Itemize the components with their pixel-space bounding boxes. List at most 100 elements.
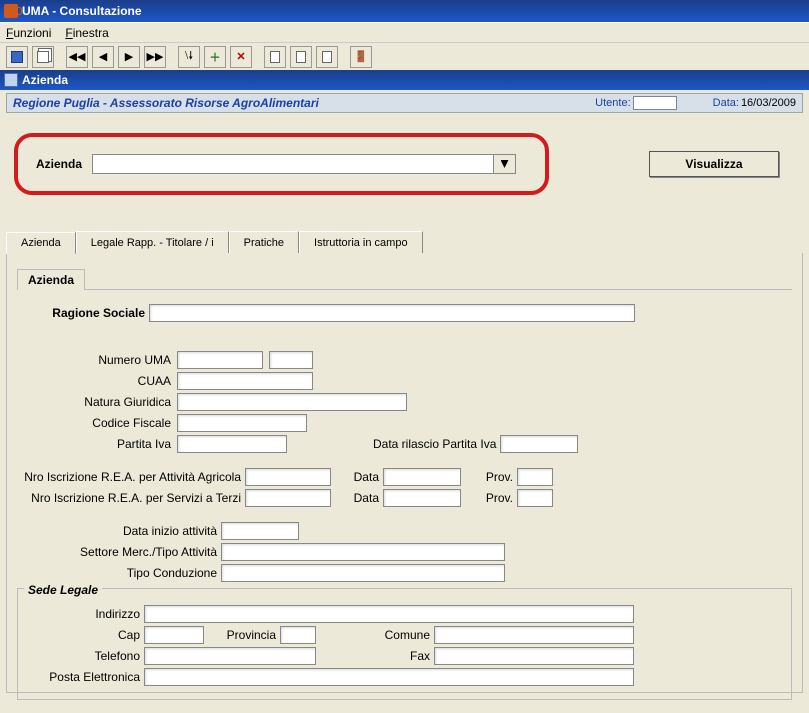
label-data-2: Data bbox=[331, 491, 383, 505]
toolbar-copy-button[interactable] bbox=[32, 46, 54, 68]
label-settore: Settore Merc./Tipo Attività bbox=[17, 545, 221, 559]
field-rea-agricola-data[interactable] bbox=[383, 468, 461, 486]
azienda-dropdown-button[interactable] bbox=[494, 154, 516, 174]
chevron-down-icon bbox=[501, 160, 509, 168]
tab-legale-rapp[interactable]: Legale Rapp. - Titolare / i bbox=[76, 231, 229, 253]
subwindow-titlebar: Azienda bbox=[0, 70, 809, 90]
field-posta[interactable] bbox=[144, 668, 634, 686]
label-data-rilascio-piva: Data rilascio Partita Iva bbox=[373, 437, 500, 451]
menu-finestra[interactable]: Finestra bbox=[65, 26, 108, 40]
field-rea-terzi-prov[interactable] bbox=[517, 489, 553, 507]
tab-istruttoria[interactable]: Istruttoria in campo bbox=[299, 231, 423, 253]
field-data-inizio[interactable] bbox=[221, 522, 299, 540]
delete-icon: ✕ bbox=[236, 50, 245, 63]
sede-legale-group: Sede Legale Indirizzo Cap Provincia Comu… bbox=[17, 588, 792, 700]
visualizza-button[interactable]: Visualizza bbox=[649, 151, 779, 177]
field-rea-agricola-prov[interactable] bbox=[517, 468, 553, 486]
field-data-rilascio-piva[interactable] bbox=[500, 435, 578, 453]
field-provincia[interactable] bbox=[280, 626, 316, 644]
java-icon bbox=[4, 4, 18, 18]
tabs: Azienda Legale Rapp. - Titolare / i Prat… bbox=[6, 231, 803, 253]
header-strip: Regione Puglia - Assessorato Risorse Agr… bbox=[6, 93, 803, 113]
toolbar-doc2-button[interactable] bbox=[290, 46, 312, 68]
toolbar-next-button[interactable]: ▶ bbox=[118, 46, 140, 68]
save-icon bbox=[11, 51, 23, 63]
doc-icon bbox=[270, 51, 280, 63]
doc-icon bbox=[296, 51, 306, 63]
label-prov-1: Prov. bbox=[461, 470, 517, 484]
toolbar-prev-button[interactable]: ◀ bbox=[92, 46, 114, 68]
add-icon: ＋ bbox=[210, 49, 221, 65]
label-cuaa: CUAA bbox=[17, 374, 177, 388]
azienda-input[interactable] bbox=[92, 154, 494, 174]
plus-icon: ⧵🠗 bbox=[185, 47, 193, 66]
toolbar-add-button[interactable]: ＋ bbox=[204, 46, 226, 68]
toolbar-query-enter-button[interactable]: ⧵🠗 bbox=[178, 46, 200, 68]
label-data-inizio: Data inizio attività bbox=[17, 524, 221, 538]
toolbar-exit-button[interactable]: 🚪 bbox=[350, 46, 372, 68]
toolbar-doc3-button[interactable] bbox=[316, 46, 338, 68]
azienda-combobox[interactable] bbox=[92, 154, 516, 174]
label-ragione-sociale: Ragione Sociale bbox=[17, 306, 149, 320]
label-prov-2: Prov. bbox=[461, 491, 517, 505]
subwindow-icon bbox=[4, 73, 18, 87]
data-label: Data: bbox=[713, 97, 739, 109]
field-cap[interactable] bbox=[144, 626, 204, 644]
label-tipo-conduzione: Tipo Conduzione bbox=[17, 566, 221, 580]
label-data-1: Data bbox=[331, 470, 383, 484]
label-fax: Fax bbox=[316, 649, 434, 663]
field-natura-giuridica[interactable] bbox=[177, 393, 407, 411]
tab-panel: Azienda Ragione Sociale Numero UMA bbox=[6, 253, 803, 693]
toolbar-save-button[interactable] bbox=[6, 46, 28, 68]
menu-funzioni[interactable]: Funzioni bbox=[6, 26, 51, 40]
field-rea-agricola[interactable] bbox=[245, 468, 331, 486]
tab-pratiche[interactable]: Pratiche bbox=[229, 231, 299, 253]
window-title: UMA - Consultazione bbox=[22, 4, 142, 18]
field-numero-uma-2[interactable] bbox=[269, 351, 313, 369]
utente-label: Utente: bbox=[595, 97, 630, 109]
field-numero-uma-1[interactable] bbox=[177, 351, 263, 369]
menubar: Funzioni Finestra bbox=[0, 22, 809, 42]
section-title: Azienda bbox=[17, 269, 85, 290]
label-numero-uma: Numero UMA bbox=[17, 353, 177, 367]
copy-icon bbox=[37, 51, 49, 63]
toolbar-delete-button[interactable]: ✕ bbox=[230, 46, 252, 68]
label-comune: Comune bbox=[316, 628, 434, 642]
sede-legale-title: Sede Legale bbox=[24, 583, 102, 597]
toolbar-first-button[interactable]: ◀◀ bbox=[66, 46, 88, 68]
field-indirizzo[interactable] bbox=[144, 605, 634, 623]
field-partita-iva[interactable] bbox=[177, 435, 287, 453]
field-rea-terzi-data[interactable] bbox=[383, 489, 461, 507]
region-label: Regione Puglia - Assessorato Risorse Agr… bbox=[13, 96, 319, 110]
label-natura-giuridica: Natura Giuridica bbox=[17, 395, 177, 409]
toolbar-doc1-button[interactable] bbox=[264, 46, 286, 68]
label-cap: Cap bbox=[24, 628, 144, 642]
label-rea-terzi: Nro Iscrizione R.E.A. per Servizi a Terz… bbox=[17, 491, 245, 505]
label-telefono: Telefono bbox=[24, 649, 144, 663]
tab-azienda[interactable]: Azienda bbox=[6, 232, 76, 254]
toolbar: ◀◀ ◀ ▶ ▶▶ ⧵🠗 ＋ ✕ 🚪 bbox=[0, 42, 809, 70]
toolbar-last-button[interactable]: ▶▶ bbox=[144, 46, 166, 68]
field-telefono[interactable] bbox=[144, 647, 316, 665]
field-settore[interactable] bbox=[221, 543, 505, 561]
data-value: 16/03/2009 bbox=[741, 97, 796, 109]
azienda-label: Azienda bbox=[36, 157, 82, 171]
field-fax[interactable] bbox=[434, 647, 634, 665]
window-titlebar: UMA - Consultazione bbox=[0, 0, 809, 22]
field-rea-terzi[interactable] bbox=[245, 489, 331, 507]
label-partita-iva: Partita Iva bbox=[17, 437, 177, 451]
label-provincia: Provincia bbox=[204, 628, 280, 642]
utente-field bbox=[633, 96, 677, 110]
label-codice-fiscale: Codice Fiscale bbox=[17, 416, 177, 430]
field-tipo-conduzione[interactable] bbox=[221, 564, 505, 582]
field-codice-fiscale[interactable] bbox=[177, 414, 307, 432]
subwindow-title: Azienda bbox=[22, 73, 68, 87]
field-comune[interactable] bbox=[434, 626, 634, 644]
label-posta: Posta Elettronica bbox=[24, 670, 144, 684]
field-ragione-sociale[interactable] bbox=[149, 304, 635, 322]
exit-icon: 🚪 bbox=[354, 50, 368, 63]
doc-icon bbox=[322, 51, 332, 63]
label-indirizzo: Indirizzo bbox=[24, 607, 144, 621]
field-cuaa[interactable] bbox=[177, 372, 313, 390]
label-rea-agricola: Nro Iscrizione R.E.A. per Attività Agric… bbox=[17, 470, 245, 484]
